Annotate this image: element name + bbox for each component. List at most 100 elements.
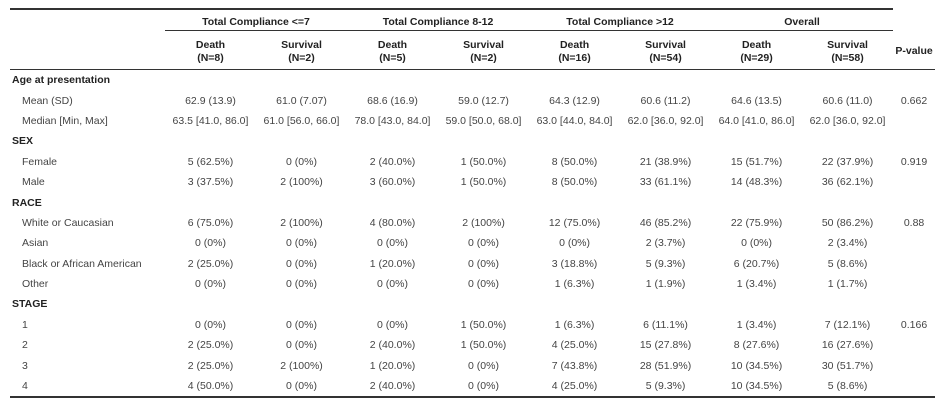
table-cell [438,70,529,91]
table-cell [165,294,256,314]
table-cell: 8 (50.0%) [551,176,598,189]
subgroup-count: (N=2) [470,52,497,64]
table-cell: 0 (0%) [377,318,408,331]
table-cell: 0 (0%) [195,237,226,250]
table-cell: 36 (62.1%) [821,176,874,189]
table-cell: 2 (100%) [280,216,323,229]
table-cell [165,192,256,212]
table-cell: 0 (0%) [468,257,499,270]
row-label: 2 [22,339,28,352]
summary-table-container: Total Compliance <=7 Total Compliance 8-… [10,8,936,399]
section-label: RACE [12,196,42,209]
table-cell: 62.0 [36.0, 92.0] [627,114,704,127]
table-cell: 7 (43.8%) [551,359,598,372]
subgroup-outcome: Death [195,39,226,51]
table-cell: 3 (18.8%) [551,257,598,270]
table-cell: 5 (9.3%) [620,375,712,399]
table-cell: 6 (11.1%) [643,318,688,331]
subgroup-header: Death (N=5) [347,31,438,70]
pvalue-header: P-value [895,45,933,58]
group-header-row: Total Compliance <=7 Total Compliance 8-… [10,8,935,31]
pvalue-cell [893,111,935,131]
section-row: STAGE [10,294,935,314]
table-cell: 0 (0%) [741,237,772,250]
subgroup-count: (N=29) [740,52,773,64]
pvalue-cell [893,172,935,192]
table-cell: 8 (27.6%) [733,339,780,352]
table-row: Other 0 (0%) 0 (0%) 0 (0%) 0 (0%) 1 (6.3%) 1 (… [10,274,935,294]
table-cell: 5 (8.6%) [802,375,894,399]
table-cell: 0 (0%) [468,359,499,372]
table-cell: 64.6 (13.5) [731,94,782,107]
table-cell: 4 (80.0%) [369,216,416,229]
table-cell [256,131,347,151]
pvalue-cell [893,375,936,399]
table-cell: 30 (51.7%) [821,359,874,372]
group-header: Total Compliance 8-12 [347,8,530,31]
group-header: Total Compliance >12 [529,8,712,31]
table-cell: 5 (9.3%) [645,257,686,270]
table-row: Female 5 (62.5%) 0 (0%) 2 (40.0%) 1 (50.0%) 8… [10,152,935,172]
table-cell: 28 (51.9%) [639,359,692,372]
subgroup-outcome: Death [377,39,408,51]
table-cell: 78.0 [43.0, 84.0] [354,114,431,127]
pvalue-spacer [893,9,935,31]
table-cell: 64.0 [41.0, 86.0] [718,114,795,127]
table-cell: 0 (0%) [286,155,317,168]
table-cell: 2 (40.0%) [369,155,416,168]
table-cell [711,70,802,91]
section-row: SEX [10,131,935,151]
pvalue-cell: 0.919 [900,155,928,168]
table-cell: 21 (38.9%) [639,155,692,168]
table-cell [802,70,893,91]
subgroup-count: (N=5) [379,52,406,64]
table-cell: 7 (12.1%) [824,318,871,331]
table-cell: 0 (0%) [195,318,226,331]
table-cell: 22 (75.9%) [730,216,783,229]
pvalue-cell [893,254,935,274]
subgroup-count: (N=8) [197,52,224,64]
row-label: 1 [22,318,28,331]
subgroup-header: Death (N=8) [165,31,256,70]
table-cell: 5 (8.6%) [827,257,868,270]
subgroup-outcome: Death [559,39,590,51]
table-cell [438,131,529,151]
pvalue-cell [893,335,935,355]
table-cell: 0 (0%) [286,237,317,250]
table-cell: 1 (1.7%) [827,278,868,291]
table-cell [347,294,438,314]
table-cell: 0 (0%) [286,278,317,291]
table-row: Black or African American 2 (25.0%) 0 (0%)… [10,254,935,274]
table-cell: 5 (62.5%) [187,155,234,168]
subgroup-outcome: Survival [281,39,322,51]
table-cell [438,192,529,212]
section-row: Age at presentation [10,70,935,91]
table-cell: 62.0 [36.0, 92.0] [809,114,886,127]
table-cell: 10 (34.5%) [711,375,803,399]
table-cell [802,294,893,314]
subgroup-count: (N=58) [831,52,864,64]
table-cell [256,192,347,212]
table-cell: 4 (50.0%) [165,375,256,399]
table-cell: 46 (85.2%) [639,216,692,229]
subgroup-count: (N=54) [649,52,682,64]
subgroup-header: Survival (N=2) [438,31,529,70]
table-cell: 1 (3.4%) [736,318,777,331]
table-cell [347,131,438,151]
table-cell: 2 (40.0%) [347,375,439,399]
table-cell: 0 (0%) [377,278,408,291]
subgroup-header: Survival (N=2) [256,31,347,70]
pvalue-cell: 0.662 [900,94,928,107]
table-cell [165,70,256,91]
table-cell [438,294,529,314]
table-cell [529,131,620,151]
table-cell: 1 (1.9%) [645,278,686,291]
table-row: Median [Min, Max] 63.5 [41.0, 86.0] 61.0 [… [10,111,935,131]
table-cell [529,70,620,91]
table-cell: 2 (3.4%) [827,237,868,250]
row-label: Asian [22,237,49,250]
table-cell: 8 (50.0%) [551,155,598,168]
table-cell: 63.0 [44.0, 84.0] [536,114,613,127]
table-cell: 15 (27.8%) [639,339,692,352]
table-row: 3 2 (25.0%) 2 (100%) 1 (20.0%) 0 (0%) 7 (43.8… [10,355,935,375]
